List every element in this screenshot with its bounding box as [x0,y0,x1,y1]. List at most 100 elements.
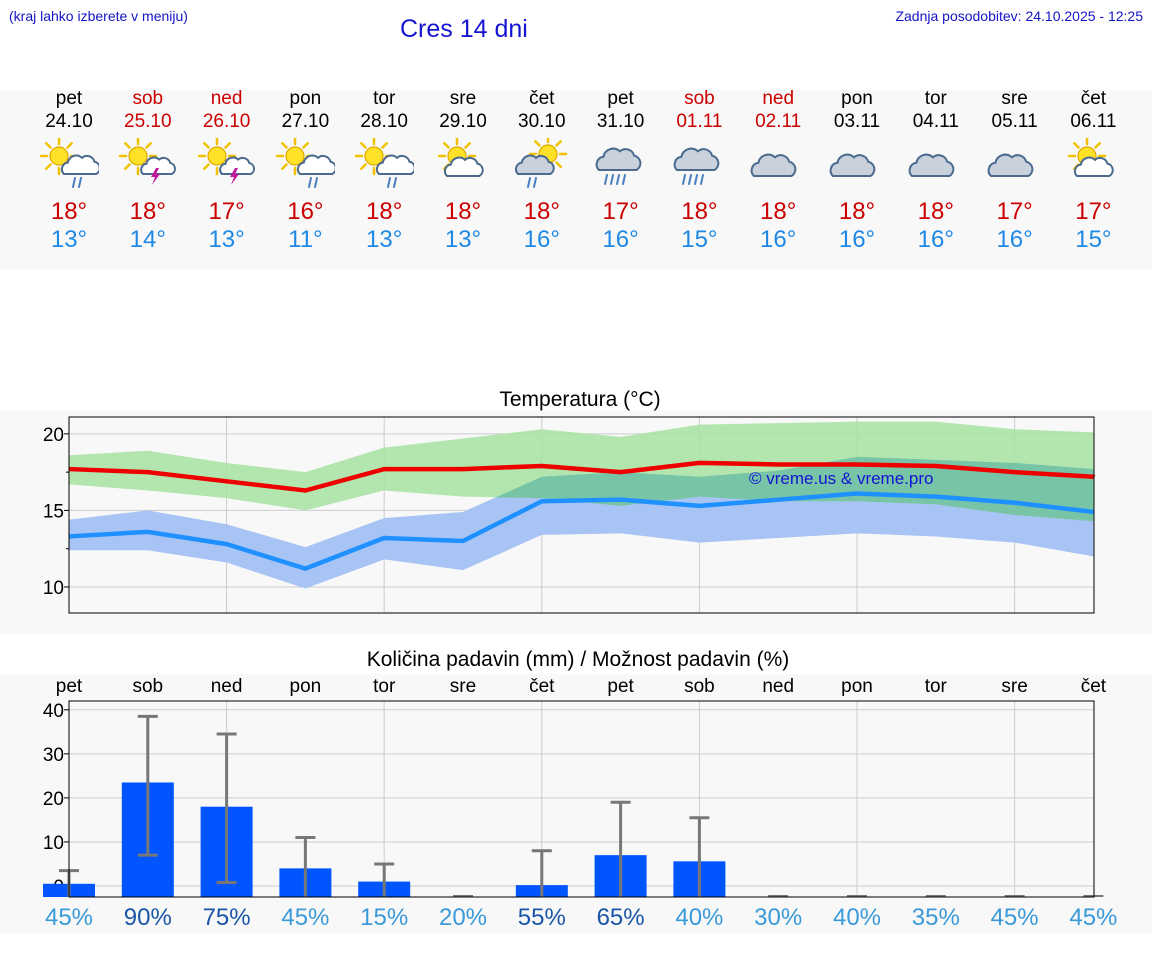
y-tick-label: 15 [43,501,64,522]
sun-cloud-rain-icon [276,138,336,188]
precipitation-probability: 75% [202,904,251,931]
x-tick-label: tor [925,676,948,697]
x-tick-label: sre [450,676,476,697]
day-date: 02.11 [755,111,802,132]
max-temperature: 17° [1075,198,1112,225]
precipitation-probability: 35% [911,904,960,931]
day-name: pon [289,88,322,109]
min-temperature: 16° [760,226,797,253]
day-date: 05.11 [991,111,1038,132]
day-name: ned [762,88,795,109]
x-tick-label: čet [1081,676,1107,697]
precipitation-probability: 45% [1069,904,1118,931]
max-temperature: 18° [444,198,482,225]
day-name: pet [55,88,83,109]
precipitation-chart-title: Količina padavin (mm) / Možnost padavin … [366,648,790,671]
cloud-sun-rain-icon [514,138,568,188]
plot-frame [68,416,1095,614]
temperature-chart: 10 15 20 © vreme.us & vreme.pro [43,416,1096,614]
cloud-rain-icon [674,147,720,185]
day-date: 28.10 [360,111,408,132]
max-temperature: 18° [523,198,560,225]
min-temperature: 16° [917,226,954,253]
day-date: 01.11 [676,111,723,132]
sun-cloud-thunder-icon [118,138,176,185]
precipitation-probability: 65% [596,904,645,931]
precipitation-chart: 010203040petsobnedpontorsrečetpetsobnedp… [43,676,1107,898]
min-temperature: 14° [129,226,166,253]
day-name: pet [607,88,634,109]
precipitation-title-strip [0,634,1152,674]
watermark: © vreme.us & vreme.pro [749,469,933,488]
day-name: sob [684,88,715,109]
max-temperature: 18° [838,198,876,225]
cloud-icon [987,153,1033,177]
day-name: pon [841,88,873,109]
day-date: 29.10 [439,111,487,132]
precipitation-probability: 30% [754,904,803,931]
max-temperature: 18° [366,198,403,225]
cloud-icon [829,153,876,177]
y-tick-label: 30 [43,745,64,766]
precipitation-probability: 40% [675,904,724,931]
day-name: ned [210,88,243,109]
x-tick-label: ned [211,676,243,697]
y-tick-label: 20 [43,425,64,446]
x-tick-label: pet [56,676,83,697]
min-temperature: 13° [366,226,403,253]
x-tick-label: pet [607,676,634,697]
y-tick-label: 10 [43,833,64,854]
min-temperature: 13° [50,226,88,253]
precipitation-probability: 45% [44,904,94,931]
sun-cloud-icon [437,138,484,177]
last-updated: Zadnja posodobitev: 24.10.2025 - 12:25 [895,8,1143,24]
sun-cloud-thunder-icon [197,138,255,185]
min-temperature: 15° [1075,226,1112,253]
precipitation-probability: 90% [123,904,172,931]
temperature-chart-title: Temperatura (°C) [499,388,661,411]
min-temperature-line [68,491,1094,571]
day-name: sre [1001,88,1028,109]
min-temperature: 16° [602,226,639,253]
min-temperature: 16° [838,226,876,253]
min-temperature: 13° [444,226,482,253]
x-tick-label: pon [290,676,322,697]
max-temperature: 18° [129,198,166,225]
x-tick-label: sob [132,676,163,697]
plot-frame [68,700,1095,898]
day-name: čet [529,88,555,109]
max-temperature: 16° [287,198,324,225]
x-tick-label: pon [841,676,873,697]
cloud-icon [908,153,955,177]
precipitation-probability: 45% [281,904,330,931]
max-temperature: 17° [602,198,639,225]
min-temperature: 16° [996,226,1033,253]
min-temperature: 13° [208,226,245,253]
precipitation-probability: 15% [360,904,409,931]
sun-cloud-icon [1068,138,1115,177]
page-title: Cres 14 dni [400,15,528,43]
max-temperature: 17° [208,198,245,225]
day-date: 03.11 [833,111,881,132]
x-tick-label: sre [1001,676,1027,697]
day-name: čet [1080,88,1107,109]
max-temperature: 18° [760,198,797,225]
min-temperature: 16° [523,226,560,253]
cloud-icon [750,153,797,177]
day-date: 30.10 [518,111,566,132]
x-tick-label: čet [529,676,555,697]
y-tick-label: 10 [43,578,64,599]
max-temperature: 18° [917,198,954,225]
sun-cloud-rain-icon [354,138,415,188]
x-tick-label: tor [373,676,396,697]
max-temperature: 18° [50,198,88,225]
y-tick-label: 40 [43,701,64,722]
day-date: 31.10 [596,111,645,132]
forecast-strip [0,90,1152,270]
precipitation-probability: 20% [438,904,488,931]
max-temperature-line [68,460,1094,493]
precipitation-probability: 45% [990,904,1039,931]
day-name: sob [132,88,164,109]
cloud-rain-icon [595,147,641,185]
day-date: 24.10 [45,111,93,132]
